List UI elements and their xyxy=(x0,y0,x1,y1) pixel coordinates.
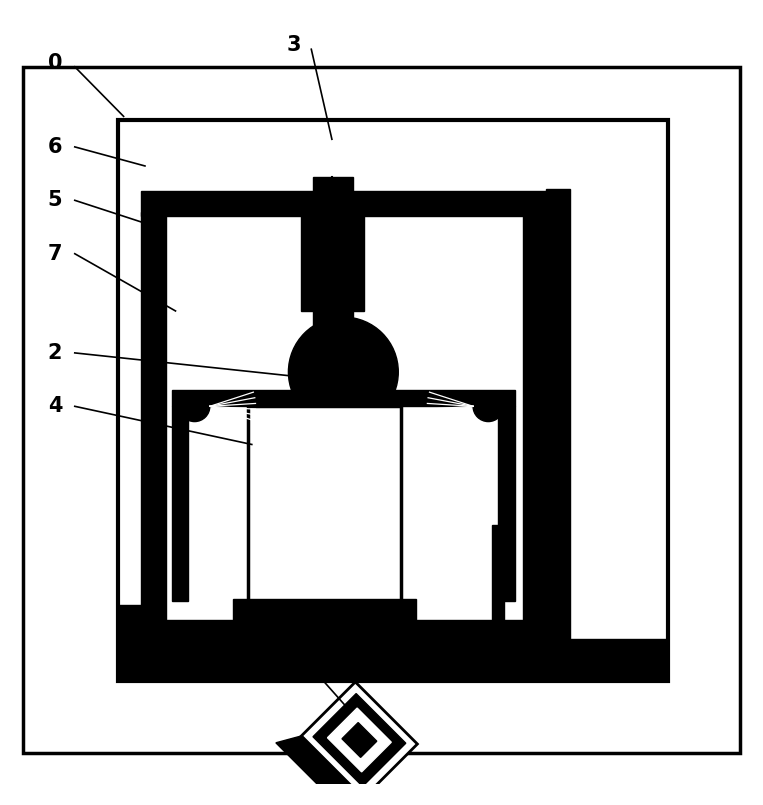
Polygon shape xyxy=(327,708,391,772)
Polygon shape xyxy=(276,736,363,798)
Circle shape xyxy=(288,317,398,427)
Bar xyxy=(118,605,163,643)
Bar xyxy=(523,212,547,639)
Bar xyxy=(233,599,416,620)
Bar xyxy=(485,649,511,658)
Circle shape xyxy=(179,391,210,422)
Text: 1: 1 xyxy=(340,701,355,721)
Text: 6: 6 xyxy=(47,137,63,157)
Bar xyxy=(546,189,570,639)
Polygon shape xyxy=(301,682,417,798)
Bar xyxy=(492,525,504,650)
Text: 2: 2 xyxy=(47,343,63,363)
Bar xyxy=(141,212,166,639)
Text: 7: 7 xyxy=(47,244,63,264)
Text: 0: 0 xyxy=(47,53,63,73)
Bar xyxy=(248,407,401,601)
Bar xyxy=(141,620,561,650)
Bar xyxy=(320,361,345,402)
Polygon shape xyxy=(313,694,406,786)
Bar xyxy=(118,639,668,681)
Bar xyxy=(160,624,214,638)
Bar xyxy=(301,212,364,311)
Bar xyxy=(172,390,515,407)
Bar xyxy=(498,407,515,601)
Polygon shape xyxy=(342,723,377,758)
Bar xyxy=(118,120,668,681)
Bar xyxy=(118,642,149,658)
Bar xyxy=(313,308,353,365)
Bar xyxy=(313,177,353,216)
Text: 4: 4 xyxy=(47,396,63,416)
Circle shape xyxy=(473,391,504,422)
Bar xyxy=(141,191,547,216)
Text: 3: 3 xyxy=(286,35,301,56)
Text: 5: 5 xyxy=(47,190,63,210)
Bar xyxy=(172,407,188,601)
